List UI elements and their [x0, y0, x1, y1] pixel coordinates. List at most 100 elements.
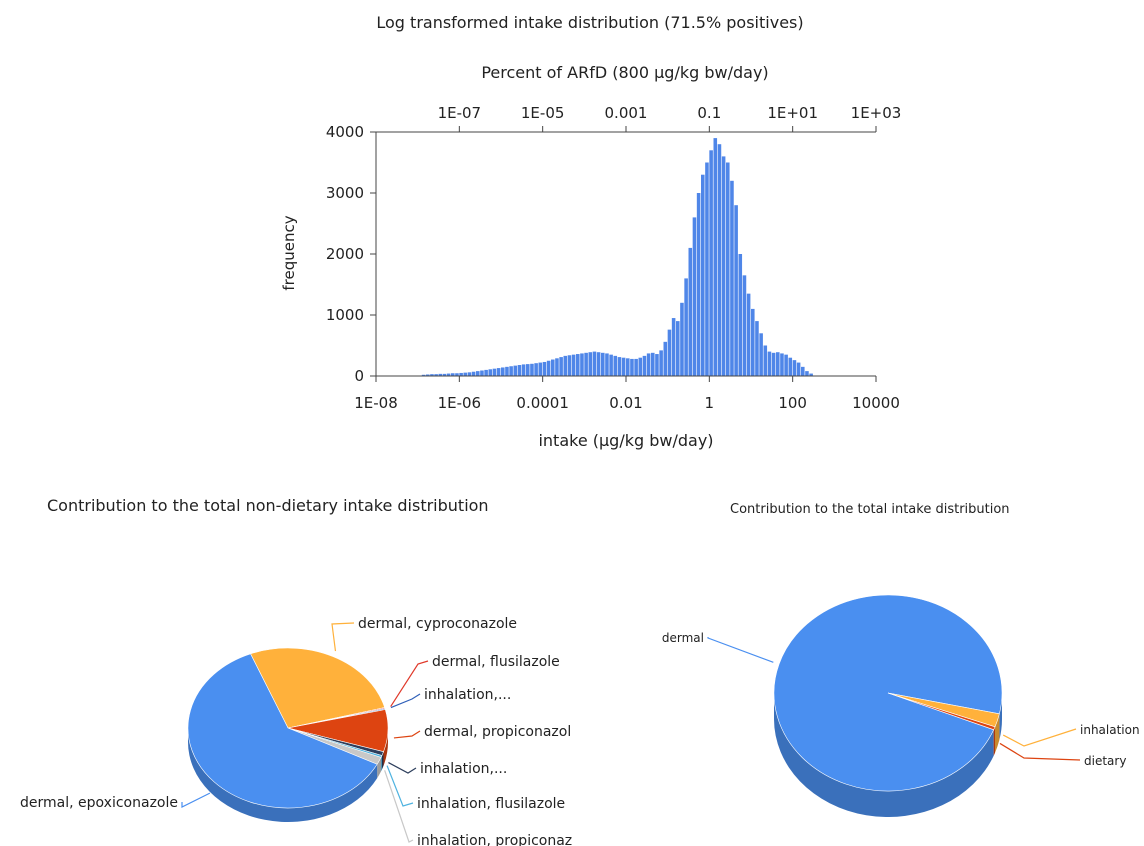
histogram-bar	[688, 247, 693, 376]
histogram-bar	[596, 352, 601, 376]
histogram-bar	[763, 345, 768, 376]
histogram-bar	[451, 373, 455, 376]
histogram-bar	[734, 205, 738, 376]
pie-slice-side	[377, 757, 382, 779]
pie-slice-label: inhalation	[1080, 723, 1140, 737]
histogram-bar	[484, 369, 488, 376]
top-tick-label: 0.1	[697, 104, 721, 122]
histogram-bar	[571, 354, 576, 376]
x-axis: 1E-08 1E-06 0.0001 0.01 1 100 10000	[354, 375, 900, 412]
y-tick-label: 2000	[326, 245, 364, 263]
histogram-bar	[621, 357, 626, 376]
histogram-bar	[601, 352, 605, 376]
histogram-bar	[738, 254, 743, 376]
histogram-bar	[801, 366, 805, 376]
pie-slice-label: dermal, propiconazole	[424, 724, 572, 740]
histogram-bar	[642, 355, 647, 376]
pie-slice-side	[188, 728, 378, 822]
pie-slice-side	[994, 713, 1000, 753]
histogram-bar	[513, 365, 518, 376]
histogram-bar	[742, 275, 747, 376]
histogram-bar	[721, 156, 726, 376]
histogram-bar	[442, 373, 447, 376]
histogram-bar	[701, 174, 705, 376]
pie-leader-line	[1002, 728, 1077, 747]
y-tick-label: 4000	[326, 123, 364, 141]
histogram-bar	[551, 359, 555, 376]
pie-leader-line	[388, 762, 417, 774]
histogram-bar	[455, 373, 459, 376]
histogram-bar	[730, 180, 734, 376]
histogram-bar	[634, 358, 638, 376]
top-tick-label: 1E+03	[851, 104, 902, 122]
histogram-bar	[751, 308, 755, 376]
histogram-bar	[767, 351, 772, 376]
y-axis-ticks: 0 1000 2000 3000 4000	[326, 123, 376, 385]
histogram-bar	[805, 371, 809, 376]
histogram-bar	[421, 374, 426, 376]
histogram-bar	[592, 351, 597, 376]
histogram-bar	[788, 357, 793, 376]
pie2-slices: dermal inhalation dietary	[662, 594, 1140, 817]
histogram-bar	[696, 193, 701, 376]
histogram-bar	[659, 350, 663, 376]
histogram-bar	[463, 372, 468, 376]
pie-chart-total: Contribution to the total intake distrib…	[662, 502, 1140, 817]
y-tick-label: 3000	[326, 184, 364, 202]
pie2-title: Contribution to the total intake distrib…	[730, 502, 1010, 517]
histogram-bar	[638, 357, 643, 376]
histogram-bar	[476, 371, 480, 376]
x-axis-label: intake (µg/kg bw/day)	[538, 431, 713, 450]
histogram-bar	[496, 368, 501, 376]
pie-slice-label: inhalation, propiconazole	[417, 833, 572, 846]
histogram-bar	[630, 358, 634, 376]
histogram-bar	[717, 144, 722, 376]
x-tick-label: 1	[705, 394, 715, 412]
x-tick-label: 100	[778, 394, 807, 412]
histogram-bar	[784, 354, 788, 376]
pie-slice-label: inhalation,...	[424, 687, 511, 703]
y-axis-label: frequency	[280, 215, 298, 290]
histogram-bar	[705, 162, 709, 376]
pie-slice-label: dietary	[1084, 754, 1126, 768]
histogram-bar	[509, 366, 513, 376]
pie-slice-label: dermal, flusilazole	[432, 654, 560, 670]
histogram-bar	[530, 363, 534, 376]
histogram-bar	[646, 353, 651, 376]
histogram-bar	[626, 358, 630, 376]
histogram-bar	[655, 354, 659, 376]
pie-chart-non-dietary: Contribution to the total non-dietary in…	[20, 496, 572, 846]
pie1-title: Contribution to the total non-dietary in…	[47, 496, 489, 515]
histogram-bar	[588, 352, 593, 376]
pie-slice-side	[774, 693, 994, 817]
pie-slice	[887, 692, 996, 731]
histogram-bar	[680, 302, 684, 376]
histogram-bar	[517, 365, 522, 376]
histogram-bar	[542, 361, 547, 376]
pie-leader-line	[331, 622, 355, 652]
histogram-bar	[521, 364, 526, 376]
x-tick-label: 0.01	[609, 394, 642, 412]
histogram-bar	[746, 293, 751, 376]
histogram-bar	[434, 374, 438, 376]
histogram-bar	[605, 353, 609, 376]
histogram-bar	[576, 354, 580, 376]
histogram-bar	[534, 363, 538, 376]
top-tick-label: 1E-05	[521, 104, 565, 122]
histogram-bar	[555, 358, 559, 376]
histogram-bar	[692, 217, 697, 376]
top-tick-label: 1E-07	[438, 104, 482, 122]
pie-slice-label: inhalation,...	[420, 761, 507, 777]
top-axis-ticks: 1E-07 1E-05 0.001 0.1 1E+01 1E+03	[438, 104, 902, 132]
histogram-bar	[809, 373, 813, 376]
histogram-chart: Log transformed intake distribution (71.…	[280, 13, 902, 450]
pie-slice-side	[993, 726, 995, 756]
pie-slice-label: dermal	[662, 631, 704, 645]
x-tick-label: 1E-06	[438, 394, 482, 412]
histogram-bar	[676, 321, 680, 376]
pie-leader-line	[707, 637, 774, 663]
histogram-bar	[546, 360, 551, 376]
histogram-title: Log transformed intake distribution (71.…	[376, 13, 803, 32]
pie-slice-side	[383, 728, 388, 766]
pie1-slices: dermal, cyproconazole dermal, flusilazole…	[20, 616, 572, 846]
